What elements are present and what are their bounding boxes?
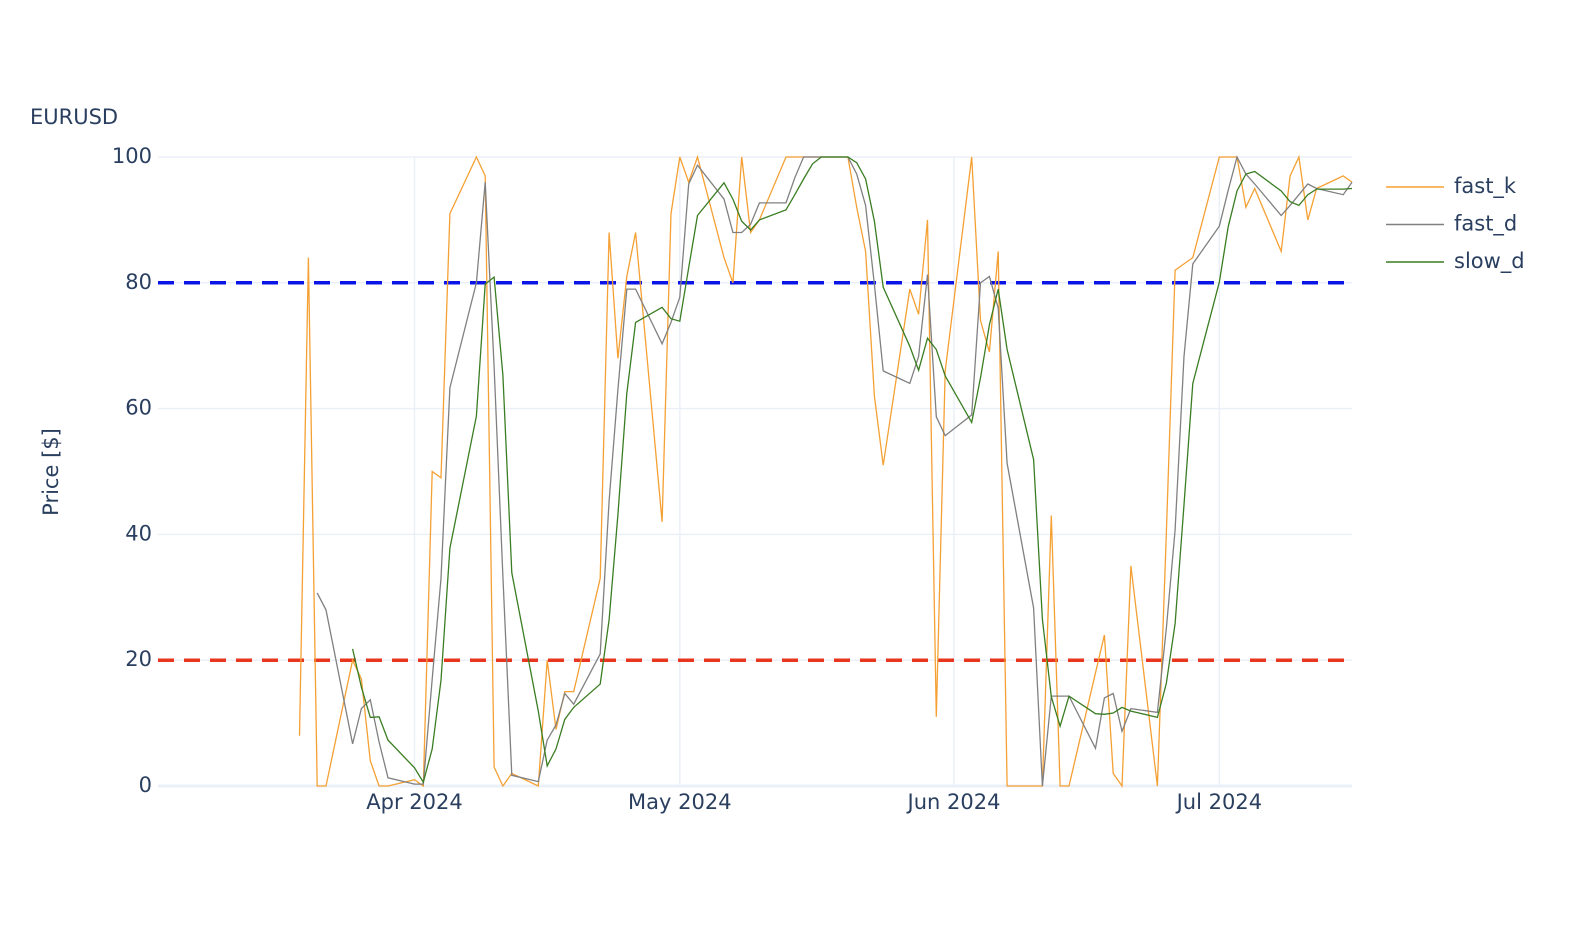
- y-tick-label: 100: [112, 144, 152, 168]
- x-tick-label: Jun 2024: [906, 790, 1001, 814]
- y-tick-label: 20: [125, 647, 152, 671]
- x-tick-label: Apr 2024: [366, 790, 462, 814]
- legend-label: fast_k: [1454, 174, 1517, 199]
- x-tick-label: Jul 2024: [1175, 790, 1262, 814]
- y-tick-label: 60: [125, 396, 152, 420]
- line-series: [316, 155, 1353, 787]
- legend-label: slow_d: [1454, 249, 1525, 274]
- y-axis-title: Price [$]: [39, 428, 63, 516]
- chart-title: EURUSD: [30, 105, 118, 129]
- legend-label: fast_d: [1454, 212, 1517, 237]
- line-series: [298, 154, 1353, 788]
- line-series: [351, 156, 1353, 784]
- y-tick-label: 0: [139, 773, 152, 797]
- y-tick-label: 40: [125, 521, 152, 545]
- y-tick-label: 80: [125, 270, 152, 294]
- x-tick-label: May 2024: [628, 790, 732, 814]
